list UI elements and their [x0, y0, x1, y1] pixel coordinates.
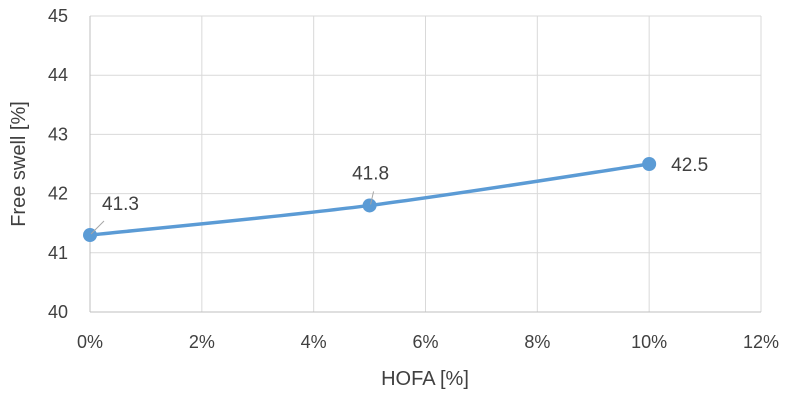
y-tick-label: 42	[48, 184, 68, 204]
x-axis-title: HOFA [%]	[381, 368, 469, 390]
data-labels: 41.3 41.8 42.5	[90, 155, 708, 235]
x-tick-label: 6%	[412, 332, 438, 352]
x-tick-label: 12%	[743, 332, 779, 352]
y-tick-label: 45	[48, 6, 68, 26]
y-tick-label: 41	[48, 243, 68, 263]
data-label-leader	[90, 220, 105, 235]
x-tick-label: 8%	[524, 332, 550, 352]
data-label: 41.3	[102, 194, 139, 215]
x-tick-label: 0%	[77, 332, 103, 352]
data-label: 42.5	[671, 155, 708, 176]
data-label: 41.8	[352, 163, 389, 184]
x-tick-label: 2%	[189, 332, 215, 352]
y-axis-title: Free swell [%]	[8, 101, 30, 227]
data-point-marker	[642, 157, 657, 171]
axes	[89, 16, 761, 313]
y-tick-label: 43	[48, 124, 68, 144]
y-tick-label: 44	[48, 65, 68, 85]
y-tick-label: 40	[48, 302, 68, 322]
data-label-leader	[370, 191, 375, 205]
data-point-marker	[362, 198, 377, 213]
gridlines	[90, 15, 762, 312]
tick-labels: 40 41 42 43 44 45 0% 2% 4% 6% 8% 10% 12%	[48, 6, 779, 352]
x-tick-label: 10%	[631, 332, 667, 352]
x-tick-label: 4%	[301, 332, 327, 352]
